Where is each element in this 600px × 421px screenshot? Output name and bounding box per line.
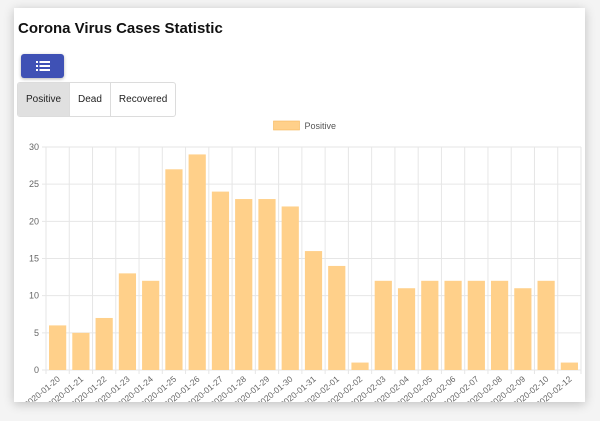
bar-2020-01-28[interactable]	[235, 199, 253, 370]
bar-2020-01-26[interactable]	[188, 154, 206, 370]
bar-2020-01-30[interactable]	[281, 206, 299, 370]
bar-2020-02-02[interactable]	[351, 362, 369, 370]
bar-2020-02-06[interactable]	[444, 280, 462, 370]
bar-2020-02-09[interactable]	[514, 288, 532, 370]
legend-swatch-positive[interactable]	[273, 120, 300, 131]
bar-2020-02-07[interactable]	[467, 280, 485, 370]
page-title: Corona Virus Cases Statistic	[18, 20, 223, 37]
tab-dead[interactable]: Dead	[70, 83, 111, 116]
bar-2020-01-25[interactable]	[165, 169, 183, 370]
y-tick-label: 15	[29, 254, 39, 264]
cases-bar-chart: Positive 0 5 10 15 20 25 30 2020-01-202020-01-…	[22, 120, 582, 402]
bar-2020-02-04[interactable]	[397, 288, 416, 370]
list-view-button[interactable]	[21, 54, 64, 78]
y-tick-label: 10	[29, 291, 39, 301]
y-tick-label: 30	[29, 142, 39, 152]
list-icon	[35, 61, 50, 71]
tab-positive[interactable]: Positive	[18, 83, 71, 116]
bar-2020-01-24[interactable]	[142, 280, 160, 370]
chart-grid	[42, 146, 582, 374]
y-tick-label: 20	[29, 216, 39, 226]
bar-2020-02-10[interactable]	[537, 280, 555, 370]
bar-2020-01-23[interactable]	[118, 273, 137, 370]
bar-2020-02-03[interactable]	[374, 280, 392, 370]
bar-2020-02-05[interactable]	[421, 280, 439, 370]
bar-2020-02-08[interactable]	[490, 280, 509, 370]
x-axis: 2020-01-202020-01-212020-01-222020-01-23…	[22, 374, 574, 402]
bar-2020-01-21[interactable]	[72, 332, 90, 370]
bar-2020-01-31[interactable]	[304, 251, 323, 370]
tab-recovered[interactable]: Recovered	[118, 94, 168, 105]
stats-card: Corona Virus Cases Statistic Positive De…	[14, 8, 585, 402]
bar-2020-01-22[interactable]	[95, 317, 113, 370]
category-tabs: Positive Dead Recovered	[17, 82, 177, 117]
bar-2020-01-27[interactable]	[211, 191, 230, 370]
chart-legend: Positive	[273, 120, 337, 131]
y-tick-label: 0	[34, 365, 39, 375]
y-tick-label: 25	[29, 179, 39, 189]
legend-label-positive: Positive	[305, 121, 337, 131]
y-axis: 0 5 10 15 20 25 30	[29, 142, 39, 375]
y-tick-label: 5	[34, 328, 39, 338]
bar-2020-01-29[interactable]	[258, 199, 276, 370]
bar-2020-02-01[interactable]	[328, 265, 346, 370]
bar-2020-01-20[interactable]	[49, 325, 67, 370]
bar-2020-02-12[interactable]	[560, 362, 578, 370]
chart-bars	[49, 154, 578, 370]
